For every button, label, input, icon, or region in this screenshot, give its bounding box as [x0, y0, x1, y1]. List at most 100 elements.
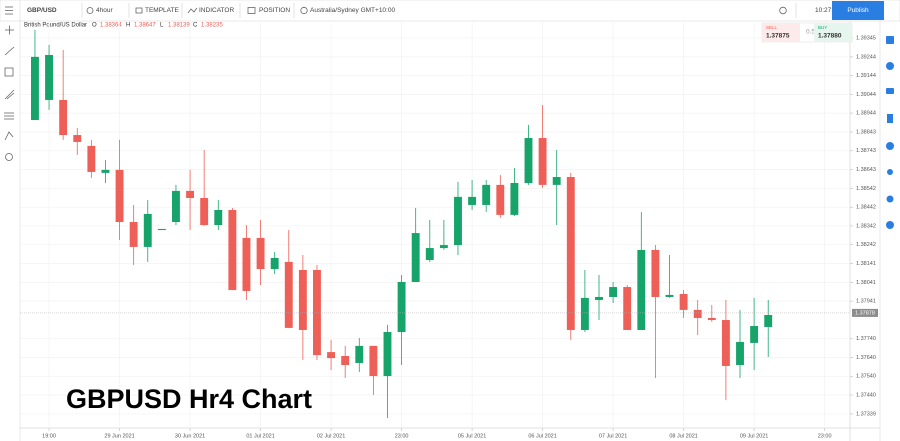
candle-body: [284, 261, 293, 328]
candle-body: [538, 138, 547, 185]
y-tick-label: 1.38542: [856, 186, 876, 192]
instrument-name: British Pound/US Dollar: [24, 23, 87, 29]
sidebar-icons[interactable]: [886, 36, 894, 229]
candle-body: [214, 210, 223, 225]
buy-price[interactable]: 1.37880: [818, 33, 842, 40]
candle-body: [341, 356, 350, 366]
candle-body: [45, 54, 53, 100]
toolbar: [0, 0, 900, 22]
candle-body: [30, 56, 39, 121]
candle-body: [736, 341, 744, 366]
candle-body: [115, 169, 124, 223]
indicator-icon: [187, 7, 198, 14]
publish-label[interactable]: Publish: [847, 7, 869, 14]
y-tick-label: 1.38242: [856, 242, 876, 248]
last-price-label: 1.37878: [855, 310, 875, 316]
y-tick-label: 1.38944: [856, 111, 876, 117]
x-tick-label: 08 Jul 2021: [669, 433, 697, 439]
candle-body: [327, 352, 336, 359]
candle-body: [496, 184, 505, 215]
sell-price[interactable]: 1.37875: [766, 33, 790, 40]
candle-body: [157, 228, 166, 231]
x-tick-label: 23:00: [395, 433, 409, 439]
drawing-tools[interactable]: [4, 25, 15, 161]
buy-label[interactable]: BUY: [818, 25, 827, 30]
x-tick-label: 05 Jul 2021: [458, 433, 486, 439]
last-price-box: [852, 308, 878, 317]
y-tick-label: 1.38643: [856, 167, 876, 173]
symbol[interactable]: GBP/USD: [27, 7, 57, 14]
timezone[interactable]: Australia/Sydney GMT+10:00: [310, 7, 395, 14]
y-tick-label: 1.37640: [856, 355, 876, 361]
candle-body: [59, 99, 68, 136]
sell-label[interactable]: SELL: [766, 25, 778, 30]
sell-button[interactable]: [762, 23, 800, 42]
candle-body: [270, 257, 279, 270]
candle-body: [439, 245, 448, 249]
candle-body: [101, 169, 110, 173]
candle-body: [566, 177, 575, 330]
ohlc-key: L: [160, 23, 164, 29]
template[interactable]: TEMPLATE: [145, 7, 179, 14]
menu-icon[interactable]: [5, 6, 13, 15]
position-icon: [247, 7, 256, 14]
candle-body: [256, 237, 265, 270]
x-tick-label: 19:00: [42, 433, 56, 439]
indicator[interactable]: INDICATOR: [199, 7, 234, 14]
y-tick-label: 1.37440: [856, 392, 876, 398]
x-tick-label: 06 Jul 2021: [528, 433, 556, 439]
candle-body: [129, 222, 138, 247]
publish-button[interactable]: [832, 1, 884, 20]
candle-body: [651, 249, 660, 297]
candle-body: [637, 249, 646, 330]
candle-body: [510, 183, 519, 215]
candle-body: [580, 297, 589, 330]
ohlc-key: C: [193, 23, 198, 29]
clock-icon: [86, 7, 94, 14]
y-tick-label: 1.39144: [856, 73, 876, 79]
ohlc-value: 1.38364: [100, 23, 122, 29]
candle-body: [87, 145, 96, 172]
candle-body: [313, 269, 321, 356]
candle-body: [524, 138, 533, 184]
candle-body: [595, 296, 603, 300]
candle-body: [200, 198, 209, 225]
candle-body: [143, 213, 152, 247]
y-tick-label: 1.38342: [856, 223, 876, 229]
x-tick-label: 30 Jun 2021: [175, 433, 205, 439]
candle-body: [764, 314, 773, 327]
candle-body: [679, 293, 688, 310]
buy-button[interactable]: [814, 23, 852, 42]
ohlc-value: 1.38235: [201, 23, 223, 29]
settings-icon[interactable]: [779, 6, 787, 15]
y-tick-label: 1.38041: [856, 280, 876, 286]
spread: 0.5: [806, 29, 815, 36]
y-tick-label: 1.39044: [856, 92, 876, 98]
candle-body: [425, 248, 434, 261]
candle-body: [383, 332, 392, 377]
x-tick-label: 02 Jul 2021: [317, 433, 345, 439]
candle-body: [750, 326, 759, 343]
candle-body: [397, 281, 406, 333]
candle-body: [228, 210, 237, 291]
interval[interactable]: 4hour: [96, 7, 113, 14]
ohlc-key: H: [126, 23, 130, 29]
candle-body: [482, 184, 491, 205]
candle-body: [355, 345, 364, 363]
x-tick-label: 07 Jul 2021: [599, 433, 627, 439]
y-tick-label: 1.38141: [856, 261, 876, 267]
candle-body: [468, 196, 477, 205]
candle-body: [186, 190, 195, 199]
candle-body: [552, 177, 561, 185]
x-tick-label: 23:00: [818, 433, 832, 439]
candle-body: [693, 309, 702, 318]
position[interactable]: POSITION: [259, 7, 290, 14]
y-tick-label: 1.39244: [856, 54, 876, 60]
y-tick-label: 1.38743: [856, 148, 876, 154]
x-tick-label: 29 Jun 2021: [104, 433, 134, 439]
candle-body: [73, 135, 82, 142]
candle-body: [172, 190, 180, 223]
candle-body: [411, 233, 420, 282]
